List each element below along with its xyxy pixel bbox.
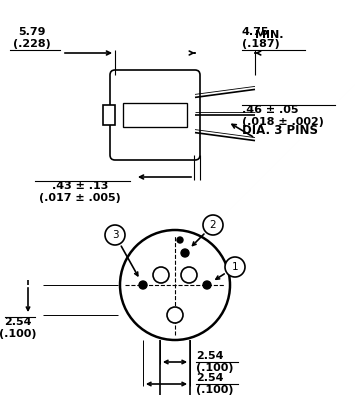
Circle shape <box>177 237 183 243</box>
Circle shape <box>203 281 211 289</box>
Text: .43 ± .13
(.017 ± .005): .43 ± .13 (.017 ± .005) <box>39 181 121 202</box>
Text: 1: 1 <box>232 262 238 272</box>
Circle shape <box>225 257 245 277</box>
Text: 2.54
(.100): 2.54 (.100) <box>196 351 234 373</box>
Text: .46 ± .05
(.018 ± .002): .46 ± .05 (.018 ± .002) <box>242 105 324 126</box>
Text: MIN.: MIN. <box>255 30 284 40</box>
Text: 2.54
(.100): 2.54 (.100) <box>0 317 37 338</box>
Circle shape <box>139 281 147 289</box>
Circle shape <box>181 267 197 283</box>
Text: DIA. 3 PINS: DIA. 3 PINS <box>242 124 318 137</box>
Circle shape <box>120 230 230 340</box>
Bar <box>123 103 187 127</box>
Circle shape <box>181 249 189 257</box>
Circle shape <box>203 215 223 235</box>
Text: 3: 3 <box>112 230 118 240</box>
Text: 4.75
(.187): 4.75 (.187) <box>242 27 280 49</box>
Circle shape <box>105 225 125 245</box>
Text: 2.54
(.100): 2.54 (.100) <box>196 373 234 395</box>
Circle shape <box>167 307 183 323</box>
Circle shape <box>153 267 169 283</box>
Text: 2: 2 <box>210 220 216 230</box>
Text: 5.79
(.228): 5.79 (.228) <box>13 27 51 49</box>
Bar <box>103 105 115 125</box>
FancyBboxPatch shape <box>110 70 200 160</box>
